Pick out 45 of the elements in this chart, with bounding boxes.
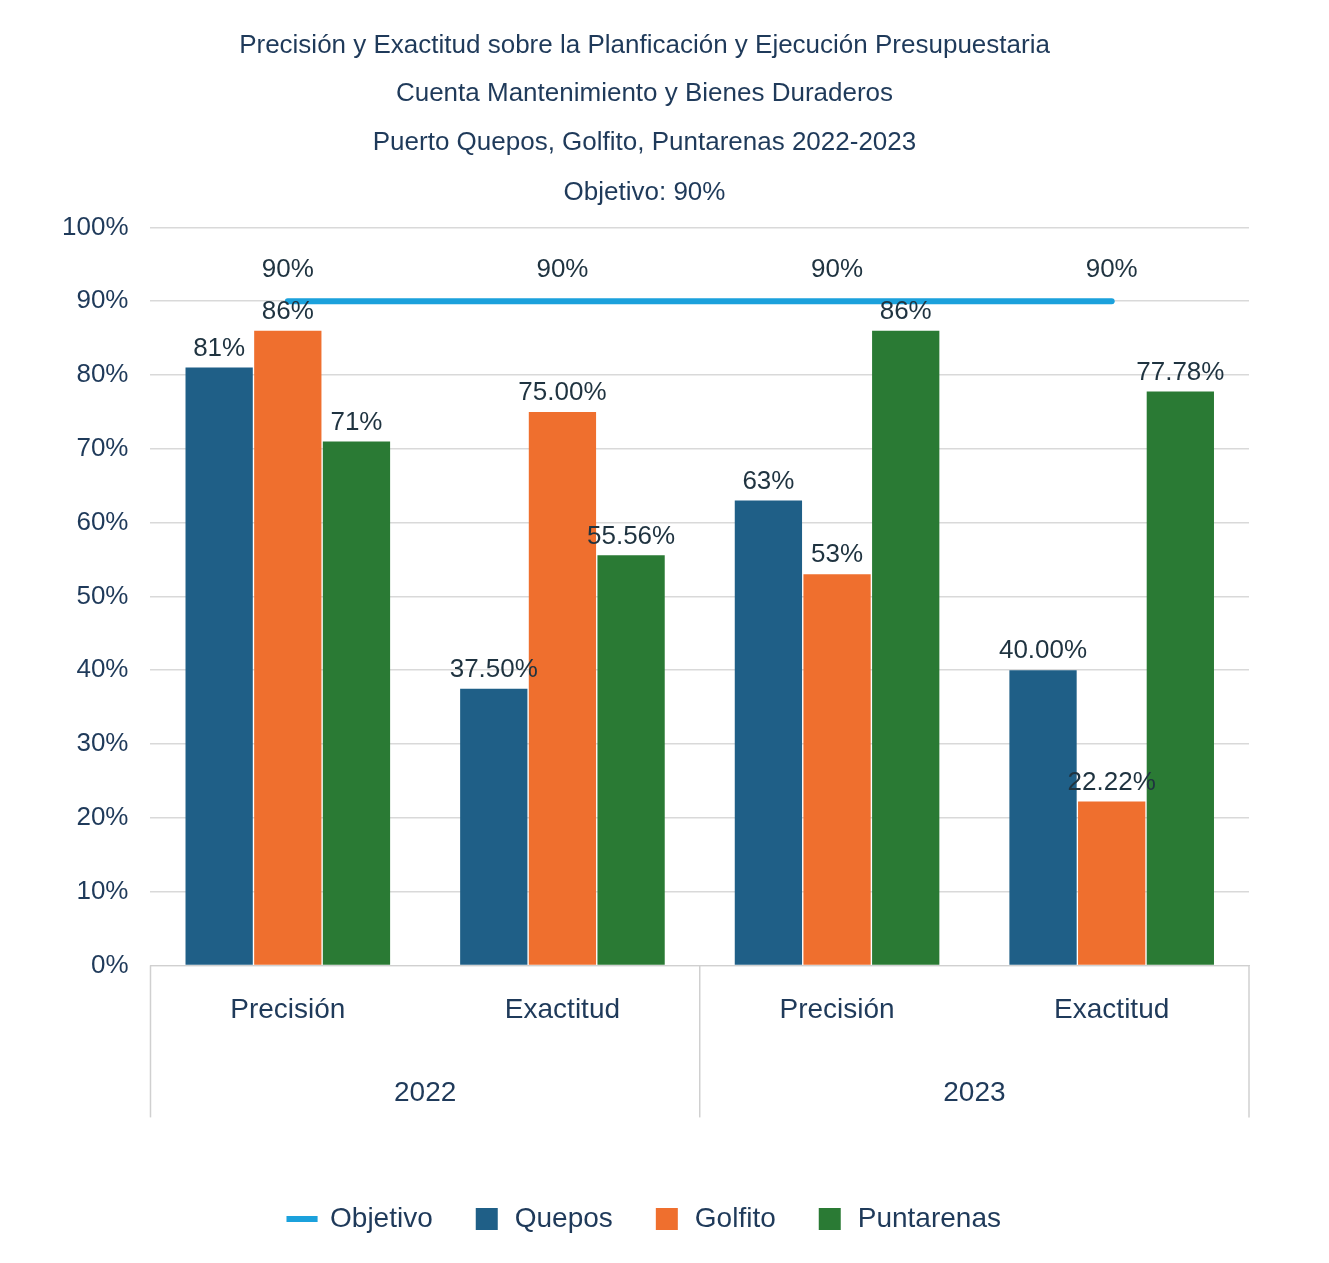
legend-label: Puntarenas xyxy=(857,1201,1001,1233)
data-label: 75.00% xyxy=(518,376,607,407)
y-tick-label: 100% xyxy=(62,210,129,241)
bar xyxy=(872,330,940,965)
x-tick-label: Exactitud xyxy=(504,992,621,1024)
y-tick-label: 0% xyxy=(90,948,129,979)
bar xyxy=(185,367,253,965)
bar xyxy=(254,330,322,965)
data-label: 53% xyxy=(811,538,864,569)
y-tick-label: 80% xyxy=(76,358,129,389)
data-label: 86% xyxy=(261,294,314,325)
x-tick-label: Precisión xyxy=(779,992,895,1024)
data-label: 90% xyxy=(811,253,864,284)
data-label: 86% xyxy=(879,294,932,325)
data-label: 77.78% xyxy=(1136,355,1225,386)
data-label: 40.00% xyxy=(998,634,1088,665)
bar xyxy=(1078,801,1146,965)
data-label: 81% xyxy=(193,331,246,362)
y-tick-label: 10% xyxy=(76,874,129,905)
data-label: 63% xyxy=(742,464,795,495)
chart-subtitle: Cuenta Mantenimiento y Bienes Duraderos Puerto Quepos, Golfito, Puntarenas 2022-2023 Objetivo: 90% xyxy=(372,77,917,206)
legend-label: Quepos xyxy=(514,1201,613,1233)
bar xyxy=(460,688,528,965)
bar xyxy=(803,574,871,965)
y-tick-label: 90% xyxy=(76,284,129,315)
x-tick-label: Precisión xyxy=(230,992,346,1024)
bar xyxy=(734,500,803,965)
bar xyxy=(322,441,391,965)
y-tick-label: 70% xyxy=(76,431,129,462)
data-label: 90% xyxy=(261,253,314,284)
y-tick-label: 50% xyxy=(76,579,129,610)
bar xyxy=(597,555,665,965)
y-tick-label: 60% xyxy=(76,505,129,536)
text: 2022 xyxy=(393,1076,457,1108)
data-label: 90% xyxy=(1085,253,1138,284)
chart-title: Precisión y Exactitud sobre la Planficación y Ejecución Presupuestaria xyxy=(239,28,1051,59)
y-tick-label: 40% xyxy=(76,653,129,684)
y-tick-label: 30% xyxy=(76,727,129,758)
legend-label: Objetivo xyxy=(330,1201,433,1233)
legend-label: Golfito xyxy=(694,1201,776,1233)
x-tick-label: Exactitud xyxy=(1054,992,1170,1024)
data-label: 71% xyxy=(330,405,383,436)
data-label: 90% xyxy=(536,253,589,284)
y-tick-label: 20% xyxy=(76,800,129,831)
text: 2023 xyxy=(943,1076,1006,1108)
